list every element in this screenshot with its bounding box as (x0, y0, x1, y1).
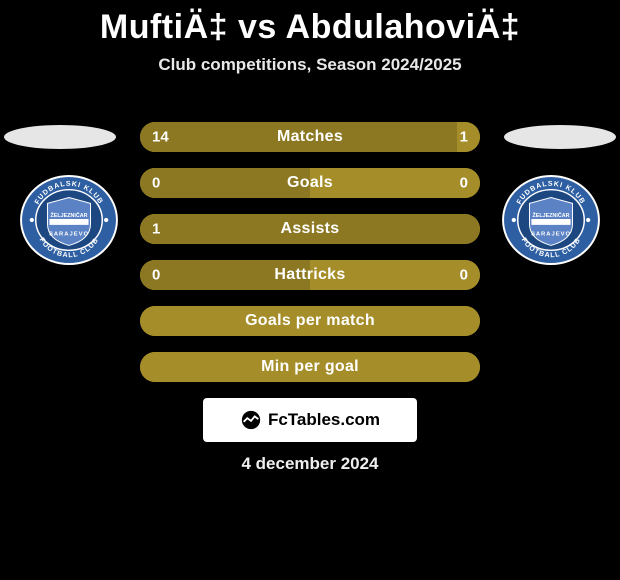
brand-text: FcTables.com (268, 410, 380, 430)
stat-label: Matches (277, 128, 343, 146)
stat-row-matches: 14 Matches 1 (140, 122, 480, 152)
fctables-logo-icon (240, 409, 262, 431)
stat-label: Goals per match (245, 312, 375, 330)
date-line: 4 december 2024 (0, 454, 620, 474)
stat-row-min-per-goal: Min per goal (140, 352, 480, 382)
svg-text:SARAJEVO: SARAJEVO (49, 232, 89, 238)
stat-right-value: 0 (460, 175, 468, 192)
brand-box: FcTables.com (203, 398, 417, 442)
stat-right-value: 0 (460, 267, 468, 284)
stat-label: Assists (280, 220, 339, 238)
stat-left-value: 0 (152, 267, 160, 284)
player-right-name: AbdulahoviÄ‡ (286, 8, 521, 46)
stat-label: Hattricks (274, 266, 345, 284)
left-club-badge: FUDBALSKI KLUB FOOTBALL CLUB ŽELJEZNIČAR… (20, 175, 118, 265)
stat-row-goals: 0 Goals 0 (140, 168, 480, 198)
stat-row-goals-per-match: Goals per match (140, 306, 480, 336)
stat-label: Min per goal (261, 358, 359, 376)
left-halo (4, 125, 116, 149)
stat-right-value: 1 (460, 129, 468, 146)
vs-label: vs (238, 8, 277, 46)
stat-label: Goals (287, 174, 333, 192)
right-club-badge: FUDBALSKI KLUB FOOTBALL CLUB ŽELJEZNIČAR… (502, 175, 600, 265)
stat-row-assists: 1 Assists (140, 214, 480, 244)
player-left-name: MuftiÄ‡ (100, 8, 228, 46)
svg-text:SARAJEVO: SARAJEVO (531, 232, 571, 238)
svg-text:ŽELJEZNIČAR: ŽELJEZNIČAR (50, 211, 87, 219)
stat-left-value: 14 (152, 129, 169, 146)
stat-left-value: 0 (152, 175, 160, 192)
svg-text:ŽELJEZNIČAR: ŽELJEZNIČAR (532, 211, 569, 219)
stats-bars: 14 Matches 1 0 Goals 0 1 Assists 0 Hattr… (140, 122, 480, 398)
right-halo (504, 125, 616, 149)
subtitle: Club competitions, Season 2024/2025 (0, 55, 620, 75)
stat-left-value: 1 (152, 221, 160, 238)
stat-row-hattricks: 0 Hattricks 0 (140, 260, 480, 290)
page-title: MuftiÄ‡ vs AbdulahoviÄ‡ (0, 0, 620, 47)
